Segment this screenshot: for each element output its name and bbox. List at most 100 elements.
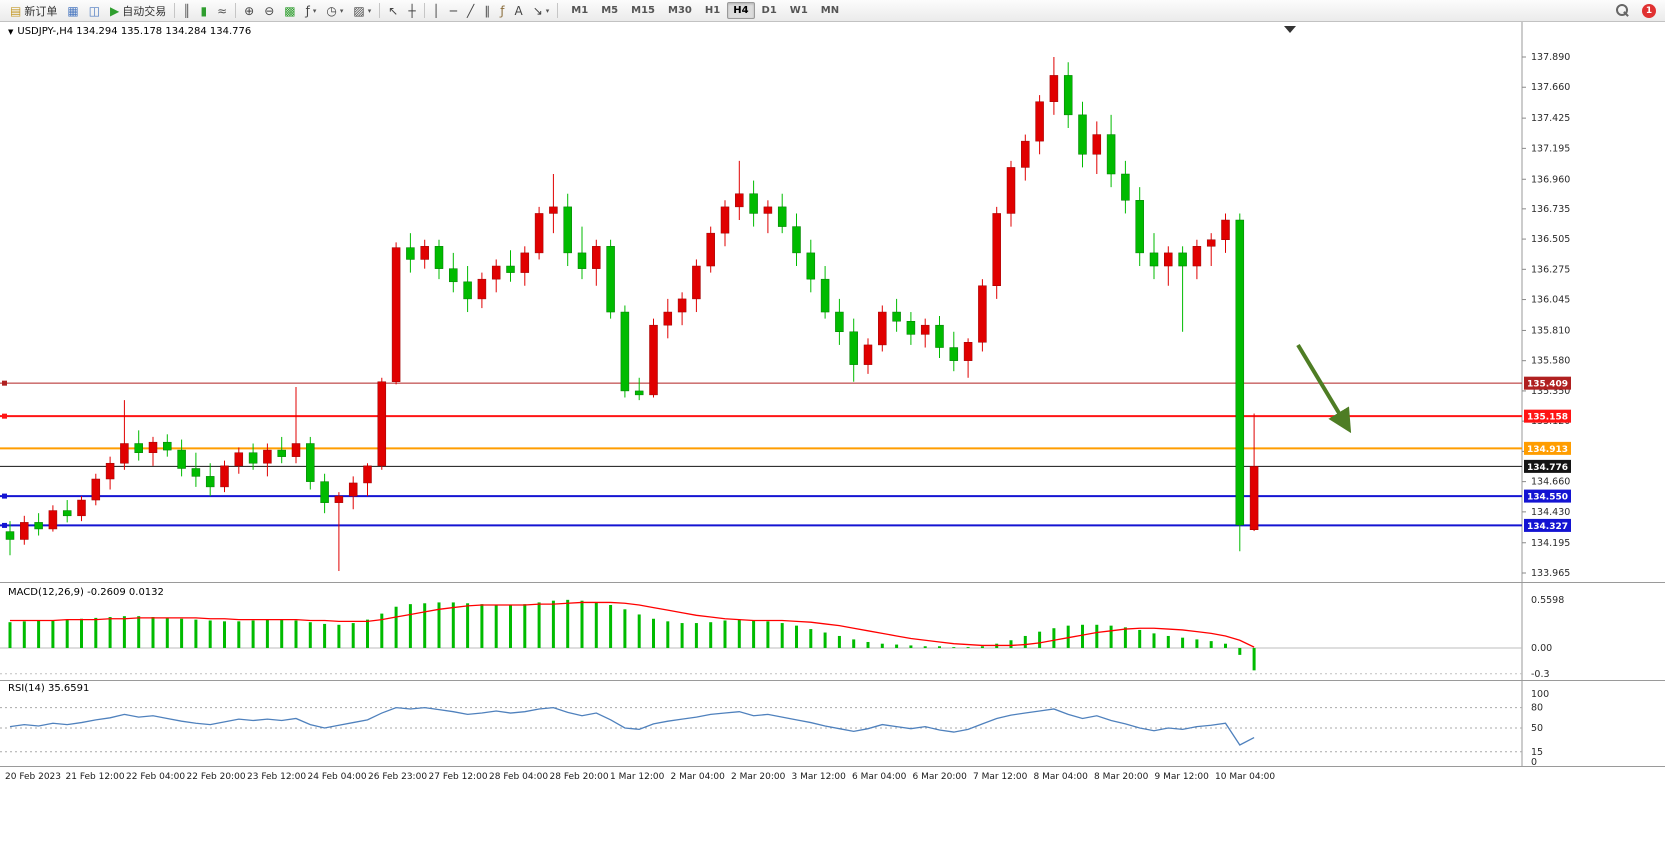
- candle-body: [534, 213, 544, 254]
- crosshair-button[interactable]: ┼: [403, 2, 420, 20]
- candle-body: [1035, 101, 1044, 142]
- svg-text:134.327: 134.327: [1527, 522, 1568, 532]
- tf-button-d1[interactable]: D1: [761, 5, 777, 16]
- zoom-out-button[interactable]: ⊖: [259, 2, 279, 20]
- chart-shift-marker-icon[interactable]: [1284, 26, 1296, 33]
- svg-text:136.960: 136.960: [1531, 174, 1570, 185]
- toolbar-separator: [174, 3, 176, 18]
- templates-icon: ▨: [353, 3, 365, 18]
- new-order-button[interactable]: ▤ 新订单: [5, 2, 62, 20]
- candle-body: [334, 495, 344, 503]
- candle-body: [20, 522, 29, 540]
- tf-button-h1[interactable]: H1: [704, 5, 721, 16]
- auto-trading-button[interactable]: ▶ 自动交易: [105, 2, 171, 20]
- candle-body: [549, 206, 558, 214]
- market-watch-button[interactable]: ▦: [62, 2, 83, 20]
- svg-text:28 Feb 20:00: 28 Feb 20:00: [550, 772, 609, 782]
- candle-body: [205, 476, 215, 488]
- svg-text:-0.3: -0.3: [1531, 669, 1550, 680]
- candle-body: [663, 311, 673, 326]
- templates-button[interactable]: ▨ ▾: [348, 2, 376, 20]
- line-chart-button[interactable]: ≈: [212, 2, 232, 20]
- candle-body: [749, 193, 758, 214]
- candle-body: [320, 481, 329, 503]
- tf-button-m1[interactable]: M1: [571, 5, 589, 16]
- chart-svg[interactable]: 137.890 137.660 137.425 137.195 136.960 136.7…: [0, 22, 1665, 838]
- candle-body: [1221, 219, 1230, 240]
- tf-button-h4[interactable]: H4: [727, 2, 755, 19]
- svg-text:22 Feb 20:00: 22 Feb 20:00: [187, 772, 246, 782]
- candle-body: [5, 531, 15, 540]
- search-icon: [1616, 4, 1629, 17]
- svg-text:0.00: 0.00: [1531, 643, 1552, 654]
- tf-button-m5[interactable]: M5: [601, 5, 619, 16]
- channel-icon: ∥: [484, 3, 491, 18]
- new-order-label: 新订单: [24, 4, 58, 18]
- candle-body: [978, 285, 987, 343]
- svg-text:134.550: 134.550: [1527, 493, 1568, 503]
- text-icon: A: [514, 3, 523, 18]
- candle-body: [949, 347, 959, 361]
- periods-button[interactable]: ◷ ▾: [321, 2, 348, 20]
- rsi-panel: 100 80 50 150: [0, 689, 1549, 768]
- svg-text:100: 100: [1531, 689, 1549, 700]
- level-lines[interactable]: [0, 380, 1522, 528]
- periods-icon: ◷: [326, 3, 337, 18]
- svg-text:137.425: 137.425: [1531, 113, 1570, 124]
- notification-badge[interactable]: 1: [1642, 3, 1656, 18]
- candle-body: [348, 482, 358, 497]
- tf-button-m15[interactable]: M15: [631, 5, 655, 16]
- search-button[interactable]: [1611, 2, 1634, 20]
- horizontal-line-button[interactable]: ─: [445, 2, 462, 20]
- candlestick-chart-button[interactable]: ▮: [196, 2, 213, 20]
- line-handle[interactable]: [2, 493, 7, 499]
- candle-body: [706, 232, 715, 267]
- svg-text:22 Feb 04:00: 22 Feb 04:00: [126, 772, 185, 782]
- cursor-icon: ↖: [388, 3, 399, 18]
- price-level-label: [1524, 518, 1571, 532]
- arrows-button[interactable]: ↘ ▾: [528, 2, 555, 20]
- svg-text:135.158: 135.158: [1527, 413, 1568, 423]
- toolbar-separator: [557, 3, 559, 18]
- candle-body: [1078, 114, 1087, 155]
- candles-group: [5, 57, 1259, 572]
- candle-body: [506, 265, 515, 273]
- fibonacci-button[interactable]: ƒ: [495, 2, 509, 20]
- zoom-in-button[interactable]: ⊕: [239, 2, 259, 20]
- tf-button-mn[interactable]: MN: [820, 5, 840, 16]
- svg-text:136.045: 136.045: [1531, 295, 1570, 306]
- svg-text:134.430: 134.430: [1531, 507, 1570, 518]
- candle-body: [420, 246, 429, 260]
- cursor-button[interactable]: ↖: [383, 2, 403, 20]
- bar-chart-button[interactable]: ║: [178, 2, 195, 20]
- svg-text:134.776: 134.776: [1527, 463, 1568, 473]
- tile-windows-button[interactable]: ▩: [279, 2, 300, 20]
- candle-body: [620, 311, 630, 392]
- tf-button-m30[interactable]: M30: [668, 5, 692, 16]
- candle-body: [649, 324, 658, 396]
- line-handle[interactable]: [2, 522, 7, 528]
- indicators-button[interactable]: ƒ ▾: [301, 2, 322, 20]
- candle-body: [1178, 252, 1187, 267]
- candle-body: [277, 449, 286, 457]
- vertical-line-icon: │: [432, 3, 440, 18]
- svg-text:0: 0: [1531, 757, 1537, 768]
- line-handle[interactable]: [2, 413, 7, 419]
- candle-body: [62, 510, 72, 517]
- dropdown-caret-icon: ▾: [367, 6, 372, 15]
- candle-body: [248, 452, 258, 464]
- indicators-icon: ƒ: [305, 3, 310, 18]
- tf-button-w1[interactable]: W1: [789, 5, 808, 16]
- data-window-button[interactable]: ◫: [84, 2, 105, 20]
- text-button[interactable]: A: [509, 2, 527, 20]
- line-handle[interactable]: [2, 380, 7, 386]
- svg-text:21 Feb 12:00: 21 Feb 12:00: [66, 772, 125, 782]
- channel-button[interactable]: ∥: [479, 2, 495, 20]
- time-axis: 20 Feb 2023 21 Feb 12:00 22 Feb 04:00 22 Fe…: [5, 772, 1275, 782]
- annotation-arrow[interactable]: [1296, 343, 1352, 434]
- candle-body: [992, 213, 1001, 286]
- trendline-button[interactable]: ╱: [462, 2, 479, 20]
- chart-canvas[interactable]: 137.890 137.660 137.425 137.195 136.960 136.7…: [0, 22, 1665, 838]
- candle-body: [849, 331, 858, 365]
- vertical-line-button[interactable]: │: [428, 2, 445, 20]
